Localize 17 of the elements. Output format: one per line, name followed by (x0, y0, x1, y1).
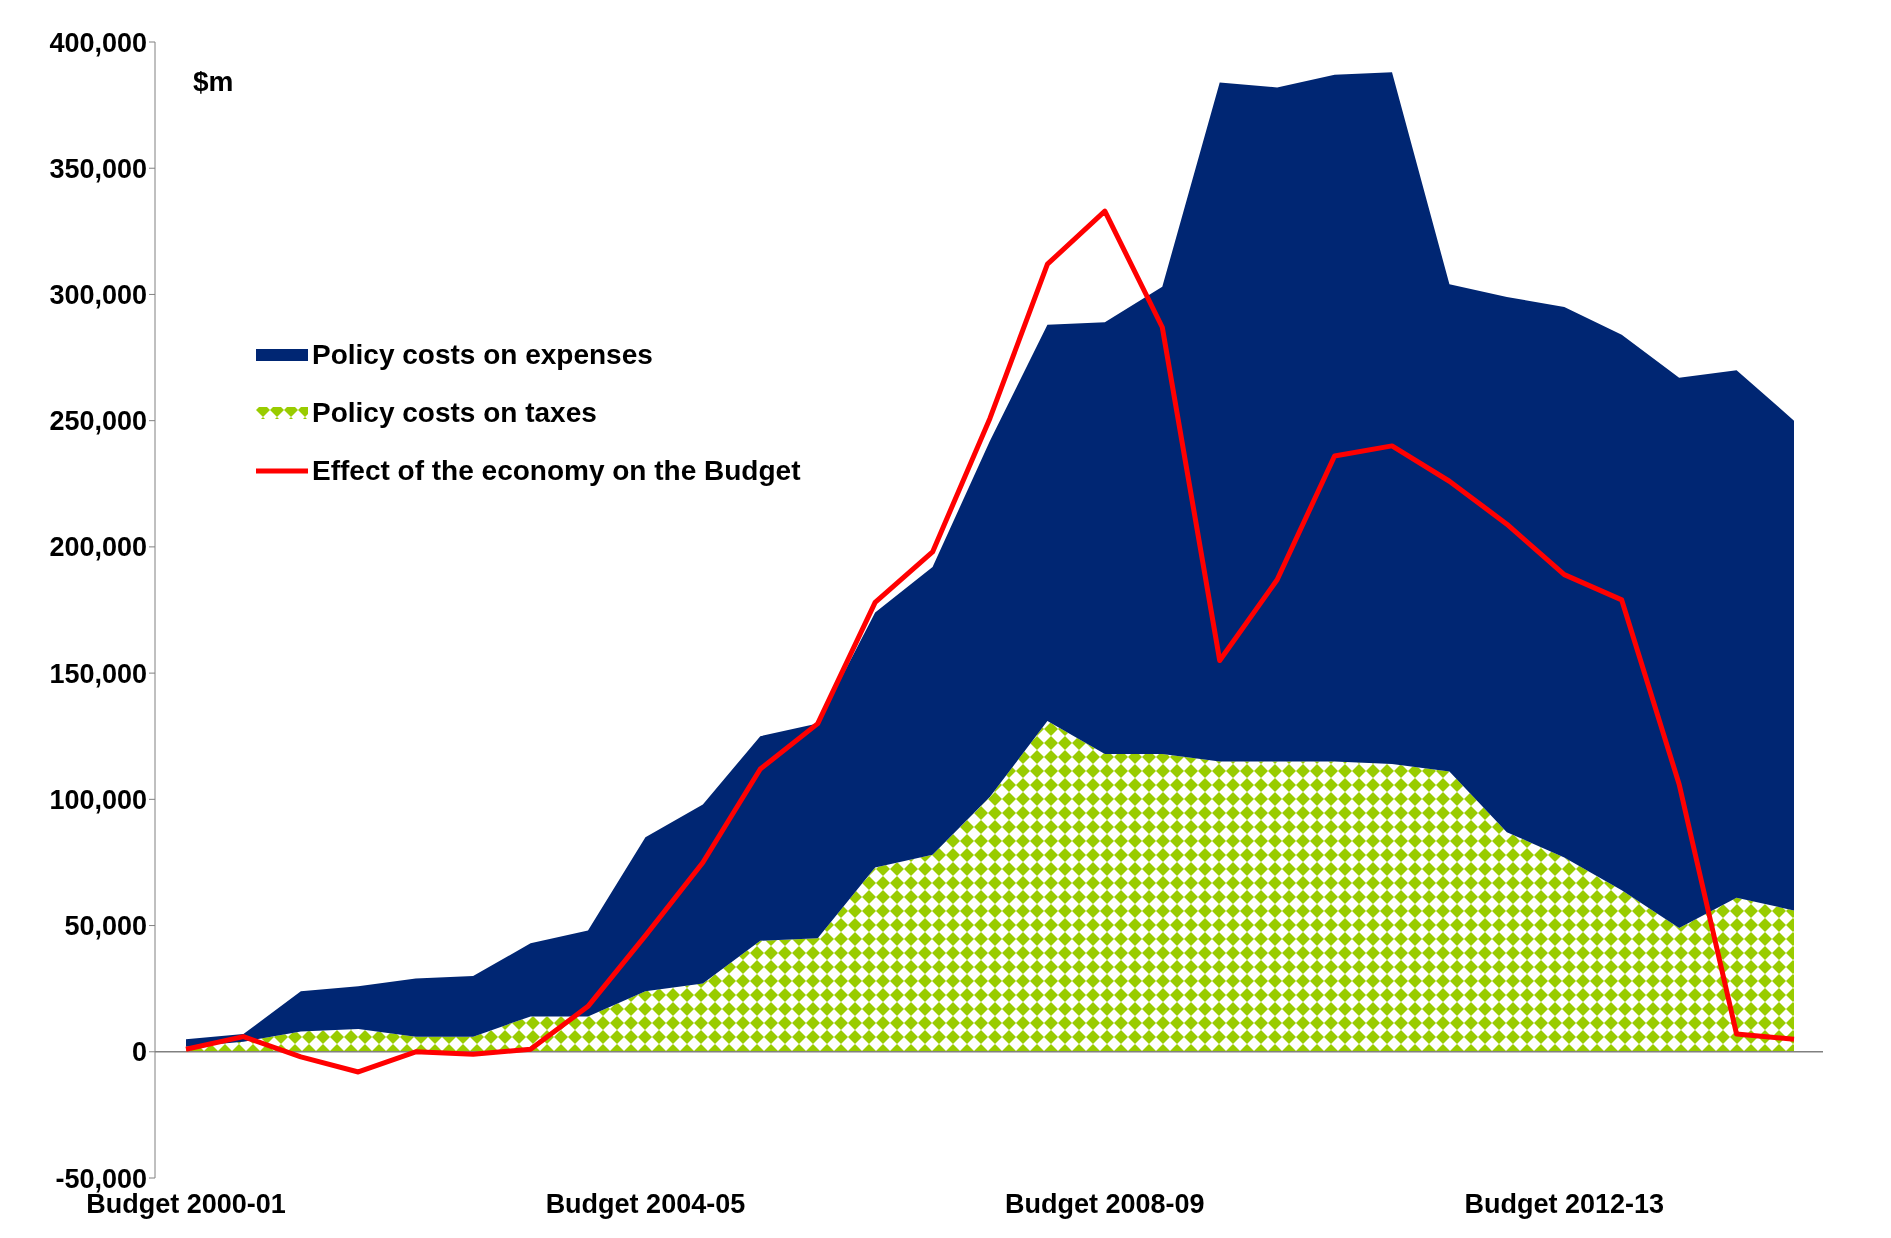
x-tick-label: Budget 2004-05 (545, 1189, 746, 1220)
legend-label: Policy costs on taxes (312, 397, 597, 429)
legend-label: Effect of the economy on the Budget (312, 455, 801, 487)
y-tick-label: -50,000 (55, 1163, 147, 1194)
y-tick-label: 50,000 (64, 911, 147, 942)
x-tick-label: Budget 2012-13 (1464, 1189, 1665, 1220)
y-tick-label: 150,000 (49, 658, 147, 689)
y-tick-label: 100,000 (49, 784, 147, 815)
x-tick-label: Budget 2008-09 (1005, 1189, 1205, 1220)
y-tick-label: 350,000 (49, 153, 147, 184)
y-tick-label: 300,000 (49, 280, 147, 311)
y-tick-label: 0 (131, 1037, 147, 1068)
y-axis-title: $m (193, 66, 234, 98)
y-tick-label: 400,000 (49, 27, 147, 58)
y-tick-label: 250,000 (49, 406, 147, 437)
legend-label: Policy costs on expenses (312, 339, 653, 371)
y-tick-label: 200,000 (49, 532, 147, 563)
